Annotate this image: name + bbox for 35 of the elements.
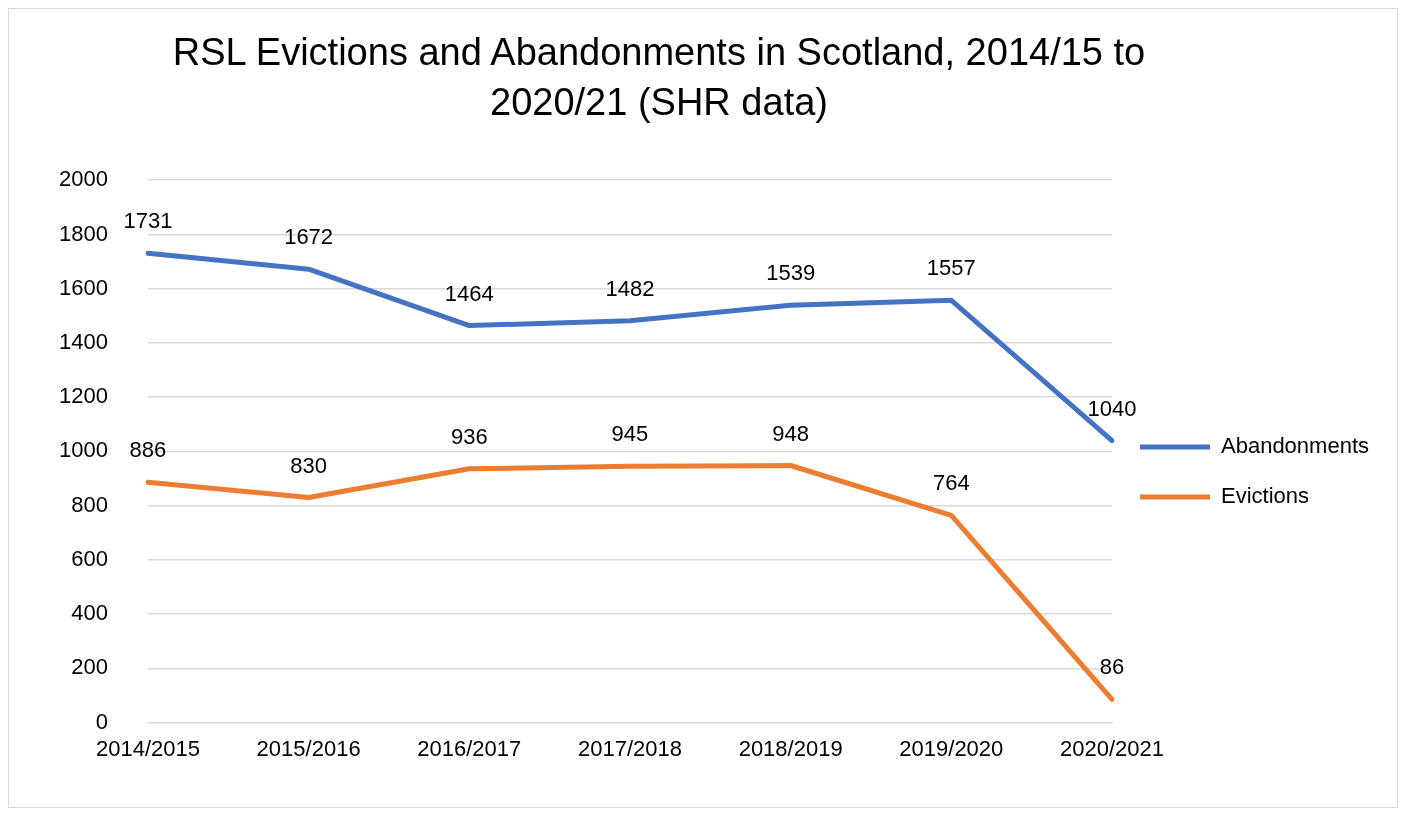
x-tick-label: 2015/2016: [256, 735, 361, 761]
legend-label: Evictions: [1221, 483, 1310, 509]
data-label: 948: [772, 420, 810, 446]
y-tick-label: 600: [71, 545, 108, 571]
data-label: 945: [611, 421, 649, 447]
chart-title: RSL Evictions and Abandonments in Scotland, 2014/15 to 2020/21 (SHR data): [171, 30, 1147, 125]
data-label: 1482: [605, 275, 655, 301]
data-label: 1557: [926, 255, 976, 281]
data-label: 1040: [1087, 395, 1137, 421]
y-tick-label: 800: [71, 491, 108, 517]
x-tick-label: 2017/2018: [577, 735, 682, 761]
x-tick-label: 2016/2017: [417, 735, 522, 761]
data-label: 886: [129, 437, 167, 463]
data-label: 830: [290, 452, 327, 478]
y-tick-label: 1400: [58, 328, 108, 354]
y-tick-label: 200: [71, 654, 108, 680]
data-label: 86: [1099, 654, 1125, 680]
y-tick-label: 1200: [58, 383, 108, 409]
y-tick-label: 400: [71, 600, 108, 626]
y-tick-label: 1000: [58, 437, 108, 463]
data-label: 1672: [284, 224, 334, 250]
y-tick-label: 1800: [58, 220, 108, 246]
data-label: 764: [932, 470, 970, 496]
y-tick-label: 0: [95, 708, 108, 734]
x-tick-label: 2014/2015: [95, 735, 200, 761]
data-label: 1464: [444, 280, 494, 306]
legend-label: Abandonments: [1221, 433, 1369, 459]
x-tick-label: 2020/2021: [1060, 735, 1164, 761]
y-tick-label: 1600: [58, 274, 108, 300]
y-tick-label: 2000: [58, 166, 108, 192]
data-label: 1731: [123, 208, 173, 234]
data-label: 936: [450, 423, 488, 449]
x-tick-label: 2018/2019: [738, 735, 843, 761]
data-label: 1539: [766, 260, 816, 286]
x-tick-label: 2019/2020: [899, 735, 1004, 761]
